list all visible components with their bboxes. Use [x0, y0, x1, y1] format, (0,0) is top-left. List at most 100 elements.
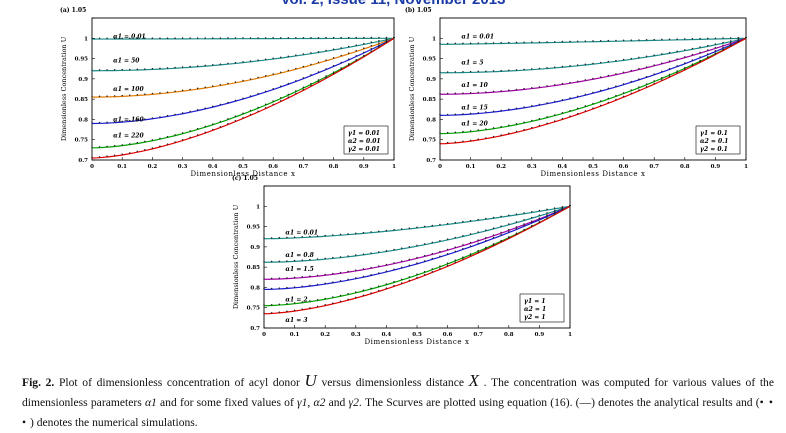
- numerical-point: [423, 243, 426, 245]
- legend-entry: γ2 = 1: [524, 314, 546, 321]
- numerical-point: [668, 51, 671, 54]
- numerical-point: [469, 253, 472, 255]
- numerical-point: [599, 104, 602, 107]
- numerical-point: [569, 97, 571, 99]
- numerical-point: [508, 108, 510, 111]
- numerical-point: [546, 67, 548, 69]
- numerical-point: [121, 144, 123, 146]
- numerical-point: [136, 37, 139, 39]
- numerical-point: [416, 276, 418, 279]
- numerical-point: [485, 236, 487, 239]
- numerical-point: [204, 125, 206, 128]
- numerical-point: [492, 110, 495, 112]
- numerical-point: [653, 64, 655, 66]
- numerical-point: [630, 92, 632, 94]
- numerical-point: [538, 117, 541, 120]
- y-tick-label: 0.75: [423, 138, 437, 144]
- numerical-point: [363, 55, 365, 57]
- numerical-point: [204, 37, 206, 39]
- numerical-point: [219, 37, 222, 39]
- numerical-point: [523, 106, 525, 108]
- numerical-point: [569, 109, 571, 112]
- legend-entry: γ2 = 0.1: [700, 146, 728, 153]
- numerical-point: [416, 244, 418, 247]
- x-tick-label: 0.7: [299, 164, 309, 170]
- numerical-point: [569, 204, 571, 207]
- numerical-point: [477, 91, 479, 94]
- numerical-point: [477, 218, 479, 221]
- numerical-point: [653, 73, 655, 75]
- numerical-point: [561, 117, 564, 120]
- x-tick-label: 0.7: [649, 164, 659, 170]
- numerical-point: [431, 268, 434, 270]
- x-tick-label: 0.5: [238, 164, 248, 170]
- numerical-point: [278, 287, 281, 289]
- numerical-point: [362, 253, 365, 255]
- numerical-point: [301, 308, 303, 310]
- numerical-point: [615, 94, 617, 97]
- numerical-point: [477, 242, 479, 245]
- panel-label: (b) 1.05: [405, 7, 432, 14]
- numerical-point: [280, 56, 282, 59]
- numerical-point: [561, 40, 564, 43]
- numerical-point: [492, 243, 495, 245]
- numerical-point: [212, 37, 214, 39]
- numerical-point: [439, 71, 441, 73]
- numerical-point: [622, 39, 625, 42]
- numerical-point: [363, 36, 365, 39]
- numerical-point: [469, 241, 472, 244]
- numerical-point: [661, 70, 663, 73]
- numerical-point: [477, 251, 479, 253]
- numerical-point: [745, 36, 747, 39]
- numerical-point: [500, 225, 502, 227]
- numerical-point: [645, 39, 648, 41]
- numerical-point: [561, 99, 564, 101]
- numerical-point: [332, 272, 334, 275]
- numerical-point: [302, 53, 305, 55]
- numerical-point: [508, 132, 510, 135]
- numerical-point: [423, 254, 426, 257]
- series-line: [91, 37, 395, 159]
- numerical-point: [362, 289, 365, 291]
- numerical-point: [469, 233, 472, 235]
- numerical-point: [378, 36, 380, 39]
- numerical-point: [469, 245, 472, 247]
- numerical-point: [144, 93, 146, 95]
- numerical-point: [485, 217, 487, 220]
- x-tick-label: 1: [744, 164, 748, 170]
- numerical-point: [385, 283, 388, 285]
- numerical-point: [227, 82, 229, 85]
- numerical-point: [714, 46, 717, 49]
- numerical-point: [278, 236, 281, 239]
- numerical-point: [270, 303, 273, 306]
- series-label: α1 = 0.01: [461, 33, 494, 40]
- numerical-point: [699, 59, 701, 62]
- numerical-point: [159, 92, 161, 94]
- numerical-point: [144, 140, 146, 143]
- numerical-point: [151, 92, 154, 95]
- numerical-point: [293, 302, 296, 304]
- journal-header: Vol. 2, Issue 11, November 2013: [0, 0, 786, 8]
- caption-gamma1: γ1: [297, 396, 308, 409]
- numerical-point: [98, 37, 101, 40]
- numerical-point: [722, 44, 724, 46]
- series-line: [263, 205, 571, 315]
- x-tick-label: 0.1: [290, 332, 300, 338]
- numerical-point: [714, 50, 717, 52]
- series-label: α1 = 10: [461, 82, 488, 89]
- numerical-point: [347, 255, 349, 257]
- numerical-point: [446, 92, 449, 95]
- numerical-point: [212, 123, 214, 125]
- numerical-point: [546, 85, 548, 87]
- series-line: [439, 37, 747, 95]
- numerical-point: [355, 44, 357, 46]
- numerical-point: [181, 112, 184, 114]
- x-tick-label: 0.2: [496, 164, 506, 170]
- numerical-point: [538, 41, 541, 43]
- numerical-point: [340, 61, 342, 64]
- series-label: α1 = 0.01: [285, 230, 318, 237]
- numerical-point: [332, 256, 334, 259]
- numerical-point: [668, 38, 671, 41]
- caption-x-symbol: X: [468, 371, 480, 390]
- numerical-point: [492, 236, 495, 239]
